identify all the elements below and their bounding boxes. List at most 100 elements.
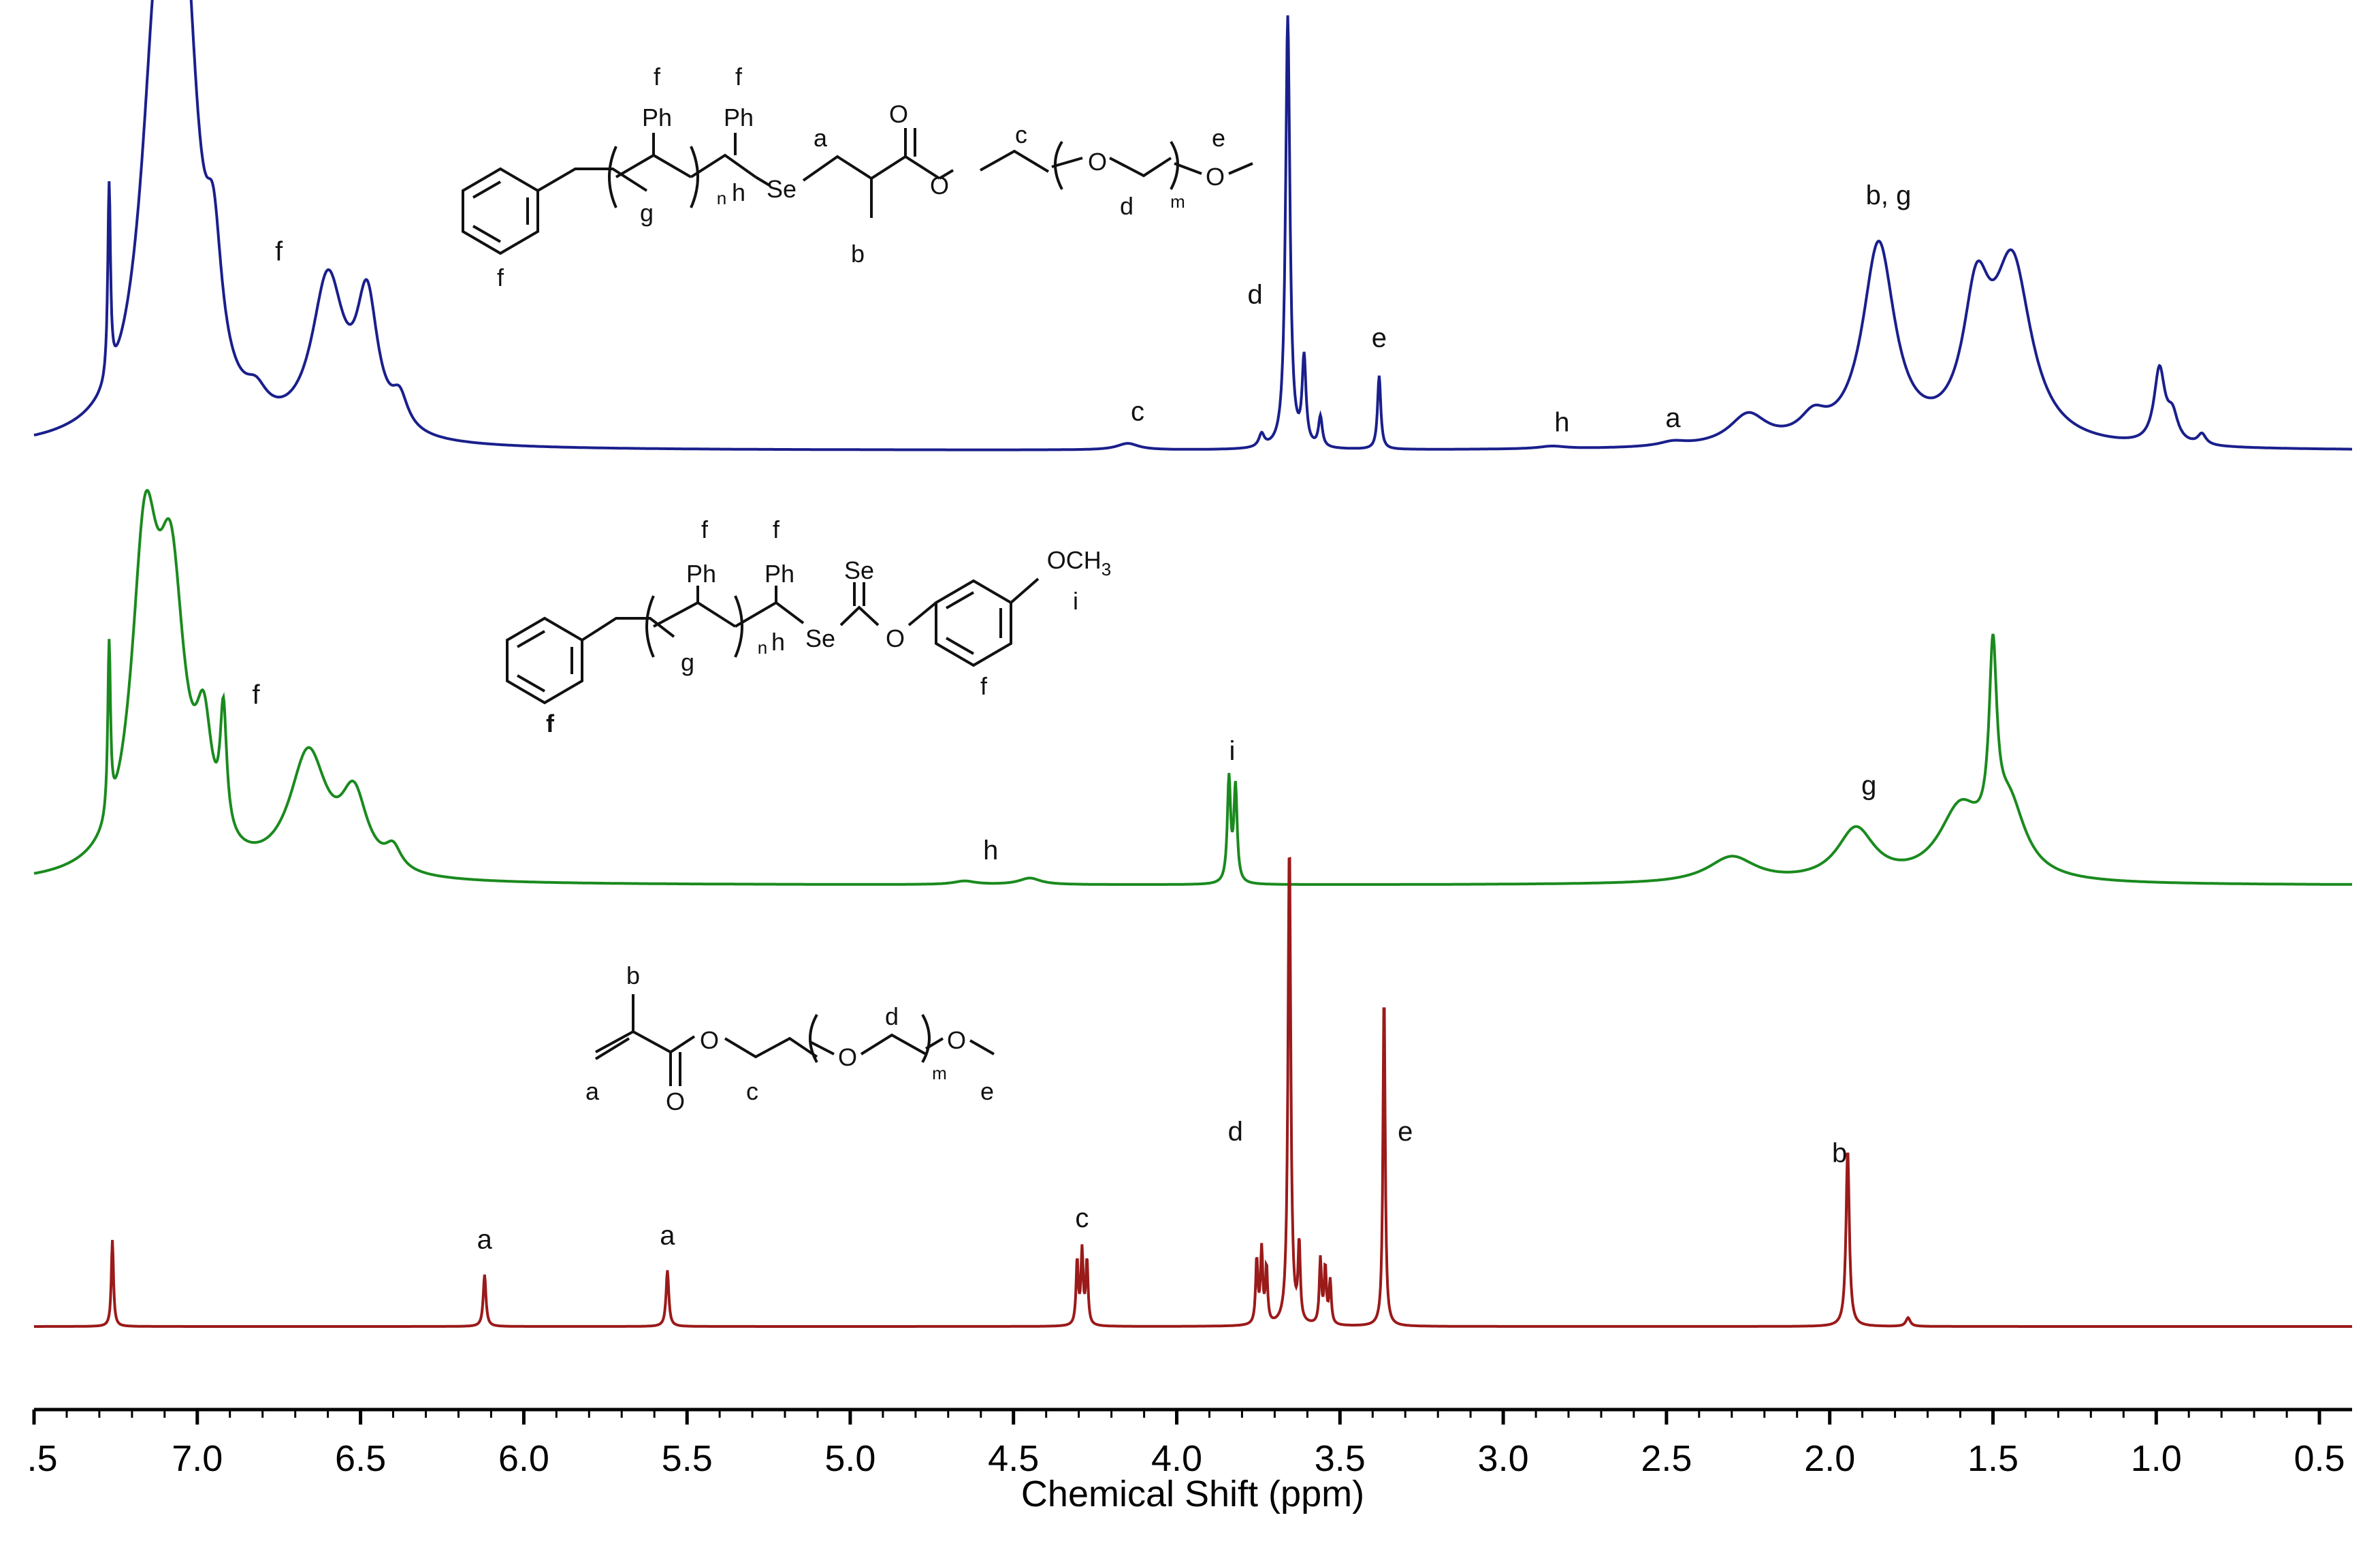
label-ph: Ph (686, 560, 716, 588)
label-f: f (773, 515, 780, 543)
chain-bond (839, 605, 880, 626)
label-subscript-3: 3 (1101, 559, 1111, 579)
label-o: O (1206, 163, 1225, 191)
ring-double-bond (517, 630, 545, 648)
vinyl-bond (595, 1030, 634, 1053)
label-f: f (497, 264, 504, 291)
label-o: O (930, 172, 949, 200)
structure-middle-labels: f f Ph Ph Se OCH3 i n g h Se O f f (546, 515, 1111, 737)
chain-bond (734, 601, 805, 628)
ring-double-bond (472, 180, 501, 199)
label-f: f (980, 672, 988, 700)
peak-labels-layer: f c d e h a b, g f h i g a a c d e b (253, 180, 1912, 1255)
peak-label-f: f (275, 237, 283, 267)
x-axis: .5 7.0 6.5 6.0 5.5 5.0 4.5 4.0 3.5 3.0 2.5 2.0 1.5 1.… (27, 1408, 2352, 1514)
methyl-bond (969, 1039, 995, 1055)
bracket-close (921, 1014, 931, 1063)
chain-bond (980, 149, 1050, 173)
x-tick-label: 3.5 (1315, 1438, 1366, 1479)
label-och: OCH (1047, 546, 1101, 574)
label-f: f (701, 515, 709, 543)
label-f: f (654, 63, 661, 91)
label-d: d (1120, 192, 1133, 220)
x-tick-label: 2.0 (1804, 1438, 1855, 1479)
label-b: b (626, 962, 640, 989)
bracket-open (645, 595, 655, 658)
chain-bond (860, 1033, 927, 1055)
peak-label-c: c (1131, 397, 1144, 427)
peak-label-i: i (1229, 736, 1236, 766)
label-i: i (1073, 587, 1078, 615)
peak-label-bg: b, g (1866, 180, 1912, 210)
label-se: Se (805, 624, 835, 652)
label-a: a (814, 124, 828, 152)
chain-bond (802, 155, 941, 182)
spectrum-series-1 (33, 0, 2352, 451)
x-tick-label: 6.5 (335, 1438, 386, 1479)
chain-bond (1109, 157, 1172, 178)
x-tick-label: 5.5 (662, 1438, 713, 1479)
peak-label-h: h (1554, 407, 1569, 437)
vinyl-double-bond (594, 1037, 630, 1060)
benzene-ring-middle (506, 616, 583, 705)
structure-bottom-labels: b d O O m O a O c e (585, 962, 994, 1115)
label-a: a (585, 1077, 600, 1105)
label-b: b (851, 240, 865, 268)
label-och3: OCH3 (1047, 546, 1111, 579)
label-ph: Ph (642, 104, 672, 131)
chain-bond (690, 153, 757, 178)
bracket-open (809, 1014, 818, 1063)
x-axis-ticks: .5 7.0 6.5 6.0 5.5 5.0 4.5 4.0 3.5 3.0 2.5 2.0 1.5 1.… (27, 1410, 2345, 1479)
ring-double-bond (517, 674, 545, 693)
structure-top (462, 128, 1253, 255)
bracket-close (734, 595, 743, 658)
label-f: f (546, 710, 555, 737)
x-tick-label: 0.5 (2294, 1438, 2345, 1479)
label-m: m (932, 1063, 947, 1083)
label-c: c (1015, 121, 1027, 148)
x-axis-title: Chemical Shift (ppm) (1021, 1474, 1364, 1514)
x-tick-label: 3.0 (1478, 1438, 1529, 1479)
peak-label-d: d (1228, 1117, 1243, 1147)
spectra-layer (33, 0, 2352, 1328)
chain-bond (924, 1037, 944, 1050)
aryl-ring (935, 579, 1012, 667)
chain-bond (809, 1040, 835, 1055)
label-e: e (980, 1077, 994, 1105)
label-o: O (889, 100, 908, 128)
label-e: e (1212, 124, 1225, 152)
benzene-ring-top (462, 167, 539, 255)
ester-bond (907, 601, 937, 626)
peak-label-f: f (253, 680, 261, 710)
peak-label-g: g (1861, 771, 1876, 801)
chain-bond (615, 153, 692, 178)
label-o: O (666, 1087, 685, 1115)
se-bond (754, 176, 771, 187)
chain-bond (632, 1030, 696, 1054)
chain-bond (1174, 162, 1202, 175)
label-o: O (700, 1026, 719, 1054)
methyl-bond (1228, 162, 1253, 175)
label-g: g (640, 199, 654, 227)
peak-label-h: h (983, 836, 998, 865)
peak-label-e: e (1398, 1117, 1413, 1147)
ring-double-bond (946, 591, 974, 609)
ester-bond (938, 169, 954, 180)
peak-label-e: e (1372, 323, 1387, 353)
spectrum-series-3 (34, 857, 2352, 1328)
label-c: c (746, 1077, 758, 1105)
chain-bond (581, 617, 675, 641)
peak-label-a: a (660, 1220, 675, 1250)
label-f: f (735, 63, 743, 91)
label-o: O (1088, 148, 1107, 176)
label-se: Se (844, 556, 874, 584)
structure-top-labels: f f Ph Ph a O c e n g h Se O O d m O b f (497, 63, 1225, 291)
x-tick-label: 1.5 (1967, 1438, 2019, 1479)
peak-label-a: a (1665, 403, 1681, 433)
x-tick-label: 5.0 (824, 1438, 875, 1479)
label-n: n (758, 637, 767, 658)
peak-label-d: d (1247, 280, 1262, 310)
x-tick-label: 1.0 (2131, 1438, 2182, 1479)
